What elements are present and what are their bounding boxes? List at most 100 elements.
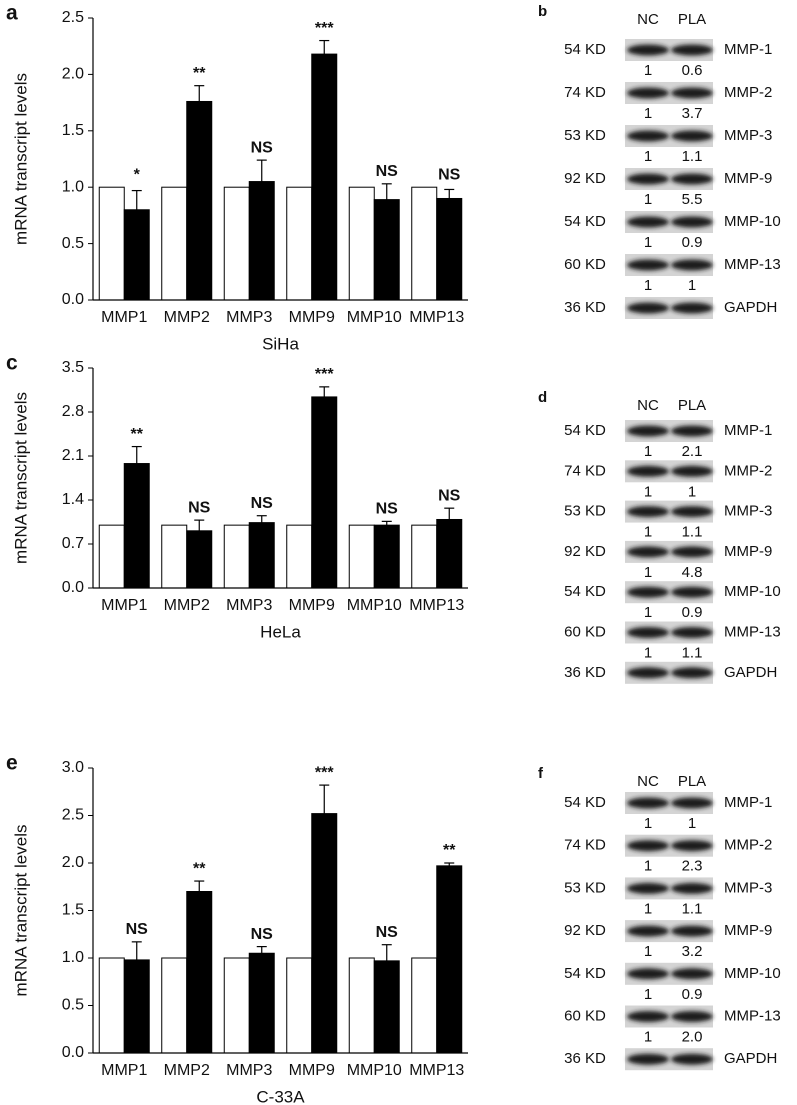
blot-band (627, 667, 669, 679)
y-tick-label: 0.7 (62, 535, 84, 552)
bar (286, 524, 313, 589)
band-ratio: 1 (644, 986, 652, 1003)
blot-band (627, 797, 669, 809)
y-tick-label: 2.1 (62, 447, 84, 464)
bar (161, 186, 188, 301)
panel-letter: b (538, 3, 547, 20)
x-tick-label: MMP10 (347, 1062, 402, 1079)
band-ratio: 1 (644, 1028, 652, 1045)
blot-band (671, 925, 713, 937)
protein-label: MMP-13 (724, 256, 781, 273)
y-tick-label: 0.5 (62, 235, 84, 252)
band-ratio: 1 (644, 234, 652, 251)
y-tick-label: 2.5 (62, 9, 84, 26)
blot-band (627, 1011, 669, 1022)
band-ratio: 1 (644, 900, 652, 917)
bar (98, 186, 125, 301)
bar (223, 957, 250, 1054)
x-tick-label: MMP13 (409, 309, 464, 326)
bar (248, 952, 275, 1054)
error-bar (131, 445, 142, 464)
error-bar (319, 386, 330, 397)
band-ratio: 1 (644, 62, 652, 79)
band-ratio: 0.9 (682, 234, 703, 251)
lane-label: NC (637, 11, 659, 28)
protein-label: MMP-3 (724, 503, 772, 520)
blot-band (671, 506, 713, 518)
molecular-weight: 54 KD (564, 583, 606, 600)
significance-label: NS (188, 499, 211, 516)
blot-panel: b NC PLA 54 KD MMP-1 1 0.6 74 KD MMP-2 1 3.7 53 KD M… (538, 3, 781, 319)
bar (373, 960, 400, 1054)
blot-band (671, 840, 713, 852)
band-ratio: 1 (688, 277, 696, 294)
molecular-weight: 54 KD (564, 41, 606, 58)
bar (373, 524, 400, 589)
error-bar (381, 520, 392, 526)
band-ratio: 2.0 (682, 1028, 703, 1045)
protein-label: MMP-2 (724, 84, 772, 101)
band-ratio: 1 (644, 858, 652, 875)
blot-band (671, 968, 713, 980)
y-tick-label: 1.0 (62, 178, 84, 195)
bar (286, 186, 313, 301)
lane-label: PLA (678, 773, 706, 790)
bar (223, 524, 250, 589)
band-ratio: 3.2 (682, 943, 703, 960)
molecular-weight: 92 KD (564, 922, 606, 939)
band-ratio: 1 (688, 483, 696, 500)
protein-label: MMP-13 (724, 623, 781, 640)
x-tick-label: MMP9 (289, 309, 335, 326)
band-ratio: 1.1 (682, 644, 703, 661)
significance-label: *** (315, 764, 334, 781)
error-bar (381, 944, 392, 961)
y-tick-label: 0.0 (62, 1044, 84, 1061)
bar (436, 518, 463, 589)
molecular-weight: 60 KD (564, 256, 606, 273)
band-ratio: 1 (644, 191, 652, 208)
error-bar (444, 507, 455, 520)
significance-label: NS (376, 924, 399, 941)
molecular-weight: 53 KD (564, 127, 606, 144)
bar (311, 53, 338, 301)
protein-label: MMP-13 (724, 1007, 781, 1024)
error-bar (194, 519, 205, 531)
blot-band (671, 216, 713, 228)
band-ratio: 1 (644, 148, 652, 165)
lane-label: PLA (678, 11, 706, 28)
bar (186, 891, 213, 1054)
blot-band (627, 259, 669, 271)
panel-letter: d (538, 389, 547, 406)
protein-label: MMP-1 (724, 794, 772, 811)
blot-band (671, 546, 713, 558)
blot-band (671, 1011, 713, 1022)
blot-band (671, 465, 713, 477)
panel-letter: a (6, 2, 18, 25)
blot-band (671, 173, 713, 185)
x-tick-label: MMP3 (226, 309, 272, 326)
protein-label: MMP-9 (724, 170, 772, 187)
molecular-weight: 54 KD (564, 213, 606, 230)
blot-band (671, 302, 713, 314)
lane-label: NC (637, 773, 659, 790)
panel-letter: f (538, 765, 544, 782)
band-ratio: 1.1 (682, 900, 703, 917)
blot-band (671, 882, 713, 894)
bar (311, 396, 338, 589)
blot-band (671, 425, 713, 437)
y-tick-label: 0.0 (62, 291, 84, 308)
protein-label: MMP-10 (724, 213, 781, 230)
bar (186, 100, 213, 301)
band-ratio: 2.1 (682, 443, 703, 460)
molecular-weight: 74 KD (564, 84, 606, 101)
band-ratio: 0.6 (682, 62, 703, 79)
molecular-weight: 92 KD (564, 543, 606, 560)
x-tick-label: MMP10 (347, 597, 402, 614)
band-ratio: 1 (688, 815, 696, 832)
significance-label: NS (438, 166, 461, 183)
molecular-weight: 74 KD (564, 462, 606, 479)
error-bar (131, 941, 142, 960)
protein-label: MMP-9 (724, 543, 772, 560)
